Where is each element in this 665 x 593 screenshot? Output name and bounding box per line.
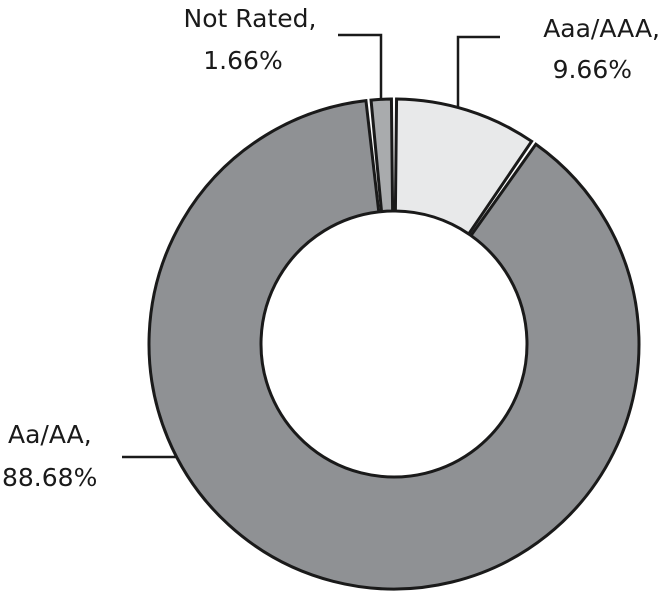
slice: [369, 97, 395, 214]
leader-line: [456, 35, 500, 136]
slice-value-label: 9.66%: [553, 55, 632, 84]
slices: [147, 97, 641, 591]
slice-label: Aa/AA,: [8, 420, 92, 449]
slice-value-label: 88.68%: [2, 463, 97, 492]
slice-value-label: 1.66%: [203, 46, 282, 75]
slice: [393, 97, 534, 237]
leader-line: [338, 33, 383, 100]
slice: [147, 98, 641, 591]
slice-label: Aaa/AAA,: [543, 14, 660, 43]
slice-label: Not Rated,: [184, 4, 317, 33]
